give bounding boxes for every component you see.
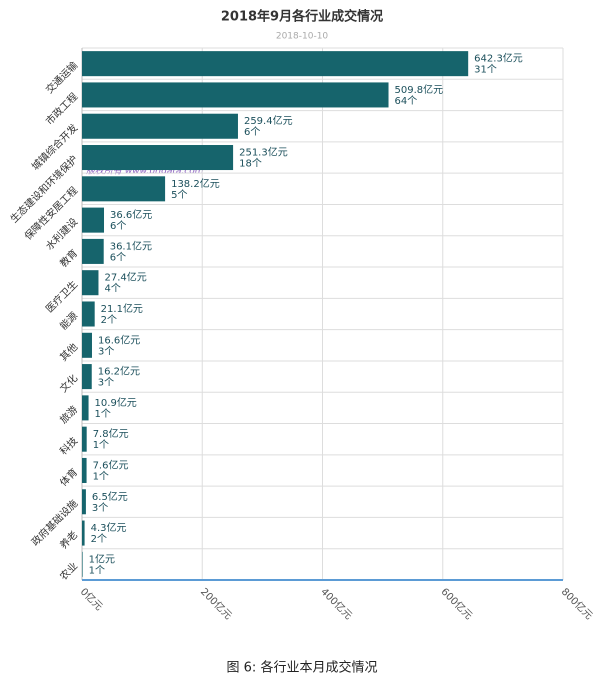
- count-label: 1个: [93, 470, 109, 482]
- value-label: 259.4亿元: [244, 114, 293, 127]
- bar: [82, 301, 95, 327]
- count-label: 1个: [89, 564, 105, 576]
- bar: [82, 82, 389, 108]
- y-tick-label: 其他: [57, 340, 80, 363]
- value-label: 16.6亿元: [98, 333, 140, 346]
- value-label: 4.3亿元: [91, 521, 127, 534]
- bar: [82, 145, 234, 171]
- value-label: 642.3亿元: [474, 52, 523, 65]
- count-label: 18个: [239, 158, 262, 170]
- count-label: 31个: [474, 64, 497, 76]
- y-tick-label: 旅游: [57, 403, 80, 426]
- y-tick-label: 保障性安居工程: [22, 184, 81, 243]
- y-tick-label: 交通运输: [43, 59, 80, 96]
- y-tick-label: 文化: [57, 372, 80, 395]
- count-label: 3个: [98, 345, 114, 357]
- bar: [82, 270, 99, 296]
- bar: [82, 520, 85, 546]
- bar: [82, 238, 104, 264]
- value-label: 16.2亿元: [98, 365, 140, 378]
- y-tick-label: 农业: [57, 559, 80, 582]
- bar: [82, 457, 87, 483]
- value-label: 1亿元: [89, 552, 115, 565]
- y-tick-label: 科技: [57, 434, 80, 457]
- bar: [82, 426, 87, 452]
- bar: [82, 207, 105, 233]
- y-tick-label: 体育: [57, 466, 80, 489]
- caption: 图 6: 各行业本月成交情况: [227, 660, 378, 676]
- value-label: 251.3亿元: [239, 146, 288, 159]
- watermark: 版权所有 www.bridata.com: [86, 166, 204, 177]
- count-label: 6个: [110, 220, 126, 232]
- x-tick-label: 200亿元: [198, 585, 235, 622]
- y-tick-label: 能源: [57, 309, 80, 332]
- count-label: 6个: [244, 126, 260, 138]
- x-tick-label: 600亿元: [439, 585, 476, 622]
- value-label: 27.4亿元: [104, 271, 146, 284]
- value-label: 6.5亿元: [92, 490, 128, 503]
- y-tick-label: 市政工程: [43, 90, 80, 127]
- count-label: 64个: [395, 95, 418, 107]
- bar: [82, 551, 83, 577]
- chart-subtitle: 2018-10-10: [276, 32, 329, 42]
- chart-title: 2018年9月各行业成交情况: [221, 9, 383, 25]
- bar: [82, 51, 469, 77]
- value-label: 36.1亿元: [110, 239, 152, 252]
- value-label: 7.6亿元: [93, 458, 129, 471]
- value-label: 21.1亿元: [101, 302, 143, 315]
- count-label: 3个: [98, 377, 114, 389]
- y-tick-label: 医疗卫生: [43, 278, 80, 315]
- y-tick-label: 养老: [57, 528, 80, 551]
- count-label: 4个: [104, 283, 120, 295]
- bar: [82, 395, 89, 421]
- count-label: 2个: [91, 533, 107, 545]
- bar: [82, 489, 86, 515]
- bar: [82, 364, 92, 390]
- count-label: 1个: [93, 439, 109, 451]
- bar: [82, 332, 92, 358]
- count-label: 1个: [95, 408, 111, 420]
- bar: [82, 113, 238, 139]
- value-label: 509.8亿元: [395, 83, 444, 96]
- count-label: 3个: [92, 502, 108, 514]
- value-label: 138.2亿元: [171, 177, 220, 190]
- count-label: 5个: [171, 189, 187, 201]
- value-label: 7.8亿元: [93, 427, 129, 440]
- x-tick-label: 400亿元: [318, 585, 355, 622]
- value-label: 36.6亿元: [110, 208, 152, 221]
- count-label: 2个: [101, 314, 117, 326]
- x-tick-label: 0亿元: [78, 585, 106, 613]
- x-tick-label: 800亿元: [559, 585, 596, 622]
- y-tick-label: 教育: [57, 246, 80, 269]
- count-label: 6个: [110, 251, 126, 263]
- value-label: 10.9亿元: [95, 396, 137, 409]
- bar: [82, 176, 166, 202]
